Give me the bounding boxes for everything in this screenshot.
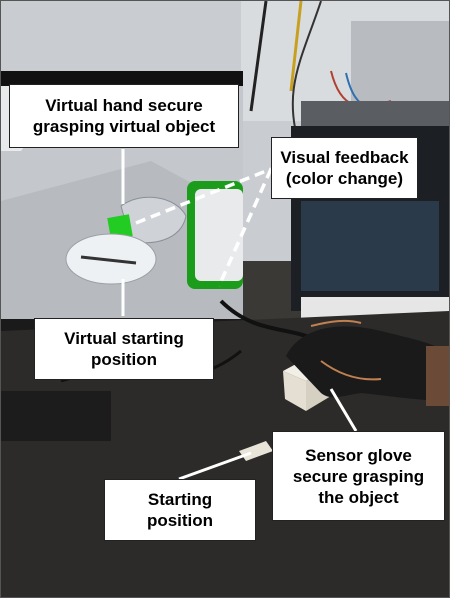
- feedback-panel-inner: [195, 189, 243, 281]
- virtual-cube: [107, 214, 133, 240]
- pointer-glove: [329, 388, 358, 432]
- monitor-base: [1, 391, 111, 441]
- label-virtual-start-line2: position: [90, 350, 158, 369]
- pointer-feedback-cube: [135, 167, 272, 225]
- label-virtual-hand-line2: grasping virtual object: [32, 117, 216, 136]
- rack-panel: [301, 201, 439, 291]
- label-visual-feedback-line2: (color change): [285, 169, 404, 188]
- label-virtual-hand: Virtual hand secure grasping virtual obj…: [9, 84, 239, 148]
- label-visual-feedback-line1: Visual feedback: [280, 148, 409, 167]
- start-tape: [239, 441, 273, 461]
- disc-marker: [80, 255, 137, 265]
- label-sensor-glove: Sensor glove secure grasping the object: [272, 431, 445, 521]
- glove-wire: [320, 360, 382, 381]
- label-visual-feedback: Visual feedback (color change): [271, 137, 418, 199]
- label-sensor-glove-line3: the object: [318, 487, 399, 507]
- label-starting-position-line1: Starting: [147, 490, 213, 509]
- label-sensor-glove-line1: Sensor glove: [305, 445, 412, 465]
- label-virtual-hand-line1: Virtual hand secure: [45, 96, 203, 115]
- label-virtual-start-line1: Virtual starting: [64, 329, 184, 348]
- label-sensor-glove-line2: secure grasping: [292, 466, 425, 486]
- cube-side: [283, 371, 306, 411]
- pointer-feedback-panel: [217, 168, 273, 287]
- cable: [249, 1, 268, 112]
- pointer-start: [178, 451, 252, 481]
- label-starting-position-line2: position: [146, 511, 214, 530]
- label-starting-position: Starting position: [104, 479, 256, 541]
- wrist: [426, 346, 449, 406]
- label-virtual-start: Virtual starting position: [34, 318, 214, 380]
- back-shelf: [351, 21, 449, 111]
- sensor-glove: [286, 326, 449, 401]
- glove-wire: [310, 319, 362, 327]
- yellow-cable: [289, 1, 303, 92]
